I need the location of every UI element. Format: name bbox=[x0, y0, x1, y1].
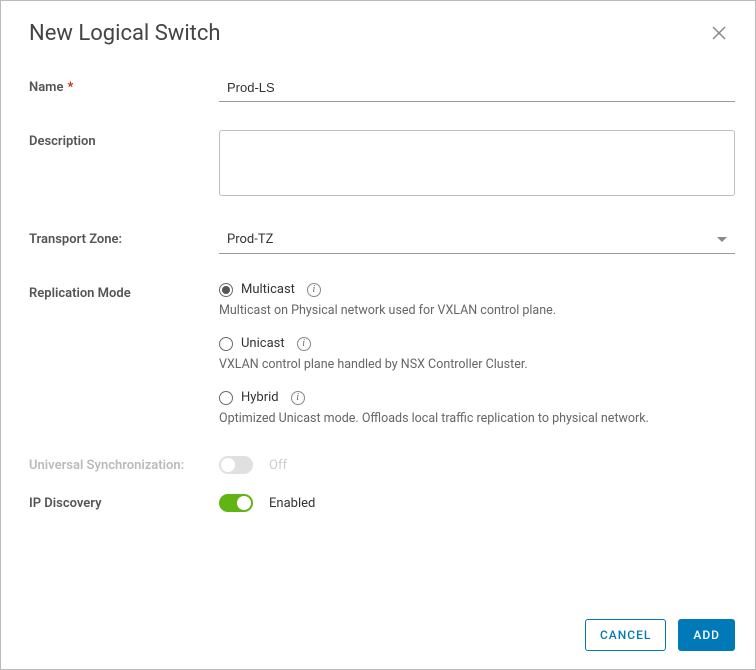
multicast-helper-text: Multicast on Physical network used for V… bbox=[219, 303, 735, 318]
radio-option-unicast: Unicast i VXLAN control plane handled by… bbox=[219, 336, 735, 372]
chevron-down-icon bbox=[717, 237, 727, 242]
ip-discovery-toggle[interactable] bbox=[219, 494, 253, 512]
info-icon[interactable]: i bbox=[291, 391, 305, 405]
label-universal-sync: Universal Synchronization: bbox=[29, 454, 219, 473]
required-star-icon: * bbox=[67, 80, 73, 95]
label-transport-zone: Transport Zone: bbox=[29, 228, 219, 247]
info-icon[interactable]: i bbox=[297, 337, 311, 351]
label-name: Name * bbox=[29, 76, 219, 95]
radio-option-multicast: Multicast i Multicast on Physical networ… bbox=[219, 282, 735, 318]
ip-discovery-state-text: Enabled bbox=[269, 496, 315, 511]
radio-option-hybrid: Hybrid i Optimized Unicast mode. Offload… bbox=[219, 390, 735, 426]
radio-multicast[interactable] bbox=[219, 283, 233, 297]
radio-unicast[interactable] bbox=[219, 337, 233, 351]
row-name: Name * bbox=[29, 76, 735, 102]
hybrid-helper-text: Optimized Unicast mode. Offloads local t… bbox=[219, 411, 735, 426]
radio-hybrid[interactable] bbox=[219, 391, 233, 405]
radio-hybrid-label: Hybrid bbox=[241, 390, 279, 405]
description-textarea[interactable] bbox=[219, 130, 735, 196]
name-input[interactable] bbox=[219, 76, 735, 102]
row-universal-sync: Universal Synchronization: Off bbox=[29, 454, 735, 474]
label-description: Description bbox=[29, 130, 219, 149]
row-replication-mode: Replication Mode Multicast i Multicast o… bbox=[29, 282, 735, 426]
radio-unicast-label: Unicast bbox=[241, 336, 285, 351]
radio-multicast-label: Multicast bbox=[241, 282, 295, 297]
dialog-body: Name * Description Transport Zone: Prod-T… bbox=[1, 56, 755, 605]
label-replication-mode: Replication Mode bbox=[29, 282, 219, 301]
label-name-text: Name bbox=[29, 80, 63, 95]
dialog-footer: CANCEL ADD bbox=[1, 605, 755, 669]
new-logical-switch-dialog: New Logical Switch Name * Description Tra… bbox=[0, 0, 756, 670]
replication-mode-group: Multicast i Multicast on Physical networ… bbox=[219, 282, 735, 426]
unicast-helper-text: VXLAN control plane handled by NSX Contr… bbox=[219, 357, 735, 372]
transport-zone-value: Prod-TZ bbox=[227, 232, 273, 247]
label-ip-discovery: IP Discovery bbox=[29, 492, 219, 511]
universal-sync-state-text: Off bbox=[269, 458, 287, 473]
row-ip-discovery: IP Discovery Enabled bbox=[29, 492, 735, 512]
add-button[interactable]: ADD bbox=[678, 619, 735, 651]
dialog-title: New Logical Switch bbox=[29, 21, 221, 46]
cancel-button[interactable]: CANCEL bbox=[585, 619, 666, 651]
transport-zone-select[interactable]: Prod-TZ bbox=[219, 228, 735, 254]
close-icon[interactable] bbox=[711, 24, 727, 44]
row-transport-zone: Transport Zone: Prod-TZ bbox=[29, 228, 735, 254]
row-description: Description bbox=[29, 130, 735, 200]
dialog-header: New Logical Switch bbox=[1, 1, 755, 56]
universal-sync-toggle bbox=[219, 456, 253, 474]
info-icon[interactable]: i bbox=[307, 283, 321, 297]
